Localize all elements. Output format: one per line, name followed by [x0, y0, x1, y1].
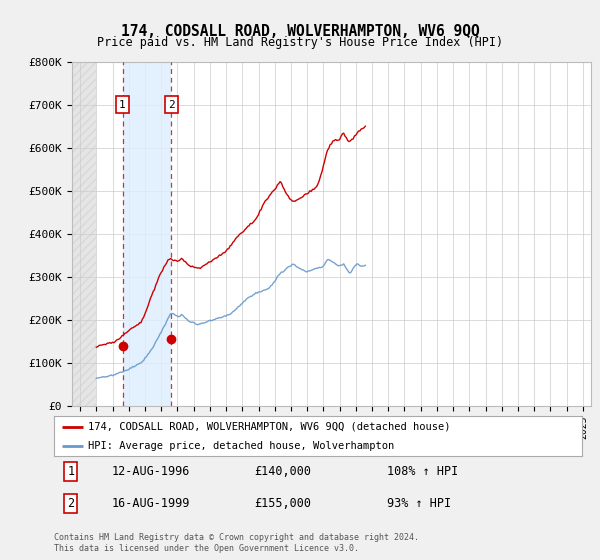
Text: 12-AUG-1996: 12-AUG-1996 [112, 465, 190, 478]
Text: 2: 2 [168, 100, 175, 110]
Text: Contains HM Land Registry data © Crown copyright and database right 2024.
This d: Contains HM Land Registry data © Crown c… [54, 533, 419, 553]
Text: £155,000: £155,000 [254, 497, 311, 510]
Bar [72, 62, 97, 406]
Text: 174, CODSALL ROAD, WOLVERHAMPTON, WV6 9QQ (detached house): 174, CODSALL ROAD, WOLVERHAMPTON, WV6 9Q… [88, 422, 451, 432]
Text: 1: 1 [119, 100, 126, 110]
Text: 2: 2 [67, 497, 74, 510]
Text: HPI: Average price, detached house, Wolverhampton: HPI: Average price, detached house, Wolv… [88, 441, 395, 450]
Bar [122, 62, 171, 406]
Text: 108% ↑ HPI: 108% ↑ HPI [386, 465, 458, 478]
Text: 16-AUG-1999: 16-AUG-1999 [112, 497, 190, 510]
Text: 1: 1 [67, 465, 74, 478]
Text: £140,000: £140,000 [254, 465, 311, 478]
Text: 93% ↑ HPI: 93% ↑ HPI [386, 497, 451, 510]
Text: Price paid vs. HM Land Registry's House Price Index (HPI): Price paid vs. HM Land Registry's House … [97, 36, 503, 49]
Text: 174, CODSALL ROAD, WOLVERHAMPTON, WV6 9QQ: 174, CODSALL ROAD, WOLVERHAMPTON, WV6 9Q… [121, 24, 479, 39]
